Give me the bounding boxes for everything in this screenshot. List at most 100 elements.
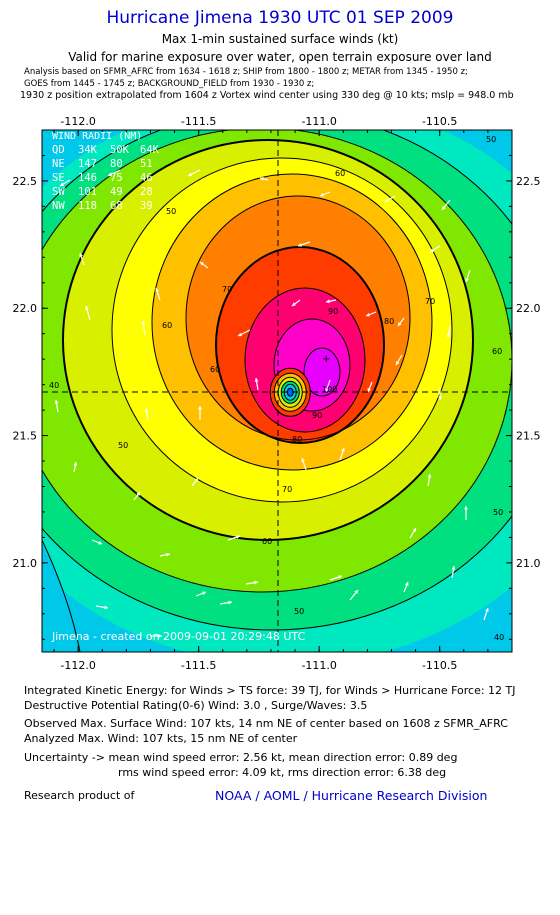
plot-frame xyxy=(41,129,513,653)
wind-radii-cell: 75 xyxy=(110,172,123,184)
wind-arrowhead xyxy=(254,378,259,382)
y-tick-label-left: 22.0 xyxy=(13,302,38,315)
contour-labels: 50 60 50 70 60 70 80 90 60 60 40 50 90 80 70 60 50 50 40 10… xyxy=(49,135,504,642)
wind-arrowhead xyxy=(320,192,324,197)
x-tick-label-bottom: -112.0 xyxy=(60,659,95,672)
wind-radii-header-cell: 34K xyxy=(78,144,98,156)
wind-radii-cell: 68 xyxy=(110,200,123,212)
wind-arrowhead xyxy=(398,322,402,326)
wind-radii-cell: 146 xyxy=(78,172,97,184)
contour-line xyxy=(273,318,351,412)
contour-label: 90 xyxy=(312,411,322,420)
contour-label: 80 xyxy=(384,317,394,326)
contour-line xyxy=(151,173,433,471)
wind-arrowhead xyxy=(260,176,264,181)
noaa-link[interactable]: NOAA / AOML / Hurricane Research Divisio… xyxy=(215,788,488,803)
wind-arrowhead xyxy=(158,634,162,638)
x-tick-label-top: -112.0 xyxy=(60,115,95,128)
wind-radii-header-cell: QD xyxy=(52,144,65,156)
analysis-sources-line1: Analysis based on SFMR_AFRC from 1634 - … xyxy=(24,67,468,77)
contour-label: 70 xyxy=(425,297,435,306)
wind-radii-cell: 51 xyxy=(140,158,153,170)
chart-title: Hurricane Jimena 1930 UTC 01 SEP 2009 xyxy=(106,8,454,28)
y-tick-label-left: 22.5 xyxy=(13,175,38,188)
wind-radii-cell: 49 xyxy=(110,186,123,198)
wind-arrowhead xyxy=(385,198,389,202)
wind-arrowhead xyxy=(442,206,446,210)
wind-arrowhead xyxy=(141,321,146,325)
wind-arrowhead xyxy=(194,478,198,482)
contour-label: 50 xyxy=(166,207,176,216)
wind-arrowhead xyxy=(464,506,468,510)
wind-arrowhead xyxy=(338,575,342,579)
creation-credit: Jimena - created on 2009-09-01 20:29:48 … xyxy=(51,630,306,643)
wind-radii-table: WIND RADII (NM) QD 34K 50K 64K NE 147 80 51 SE 146… xyxy=(52,131,160,212)
x-tick-label-bottom: -111.5 xyxy=(181,659,216,672)
contour-label: 70 xyxy=(282,485,292,494)
wind-radii-cell: 80 xyxy=(110,158,123,170)
wind-radii-cell: 39 xyxy=(140,200,153,212)
contour-line xyxy=(111,157,453,503)
wind-radii-cell: 46 xyxy=(140,172,153,184)
wind-radii-cell: SE xyxy=(52,172,65,184)
wind-arrowhead xyxy=(228,600,232,605)
wind-arrowhead xyxy=(236,535,240,539)
contour-label: 60 xyxy=(262,537,272,546)
contour-label: 40 xyxy=(49,381,59,390)
wind-arrowhead xyxy=(85,306,89,310)
x-tick-label-top: -111.5 xyxy=(181,115,216,128)
wind-arrowhead xyxy=(155,288,159,292)
wind-arrowhead xyxy=(366,312,370,317)
wind-arrowhead xyxy=(136,492,140,496)
wind-arrowhead xyxy=(396,361,400,365)
contour-label: 70 xyxy=(222,285,232,294)
wind-arrowhead xyxy=(202,591,206,596)
x-tick-label-top: -110.5 xyxy=(422,115,457,128)
wind-arrowhead xyxy=(438,396,442,400)
wind-arrowhead xyxy=(98,540,102,545)
y-tick-label-left: 21.0 xyxy=(13,557,38,570)
wind-contour-plot: + 50 60 50 70 60 70 80 90 60 60 40 50 90 80 70 60 50 50 40… xyxy=(13,115,541,672)
wind-arrowhead xyxy=(451,566,456,570)
wind-arrowhead xyxy=(254,580,258,585)
wind-radii-cell: NW xyxy=(52,200,65,212)
y-tick-label-right: 21.0 xyxy=(516,557,541,570)
wind-arrowhead xyxy=(166,552,170,557)
wind-band xyxy=(304,348,340,396)
contour-label: 60 xyxy=(335,169,345,178)
analyzed-max-wind-text: Analyzed Max. Wind: 107 kts, 15 nm NE of… xyxy=(24,732,298,745)
contour-label: 60 xyxy=(210,365,220,374)
chart-subtitle-variable: Max 1-min sustained surface winds (kt) xyxy=(161,32,399,46)
wind-arrowhead xyxy=(430,248,434,252)
contour-label: 80 xyxy=(292,435,302,444)
contour-line xyxy=(42,130,512,631)
wind-arrowhead xyxy=(325,388,329,392)
contour-label: 50 xyxy=(118,441,128,450)
contour-line xyxy=(62,139,474,541)
contour-label: 60 xyxy=(492,347,502,356)
contour-label: 60 xyxy=(162,321,172,330)
wind-arrowhead xyxy=(292,302,296,306)
wind-arrowhead xyxy=(200,262,204,266)
x-tick-label-top: -111.0 xyxy=(301,115,336,128)
wind-arrowhead xyxy=(341,448,345,452)
wind-arrowhead xyxy=(354,590,358,594)
uncertainty-rms-text: rms wind speed error: 4.09 kt, rms direc… xyxy=(118,766,447,779)
wind-arrowhead xyxy=(298,243,302,247)
y-tick-label-right: 22.5 xyxy=(516,175,541,188)
contour-label: 100 xyxy=(322,385,337,394)
contour-label: 50 xyxy=(486,135,496,144)
contour-label: 50 xyxy=(294,607,304,616)
contour-line xyxy=(215,246,385,444)
wind-radii-cell: 147 xyxy=(78,158,97,170)
wind-arrowhead xyxy=(412,528,416,532)
wind-radii-cell: 101 xyxy=(78,186,97,198)
wind-arrowhead xyxy=(60,182,64,186)
wind-arrowhead xyxy=(427,474,432,478)
y-tick-label-right: 22.0 xyxy=(516,302,541,315)
wind-radii-cell: 118 xyxy=(78,200,97,212)
wind-arrowhead xyxy=(73,462,78,466)
wind-arrowhead xyxy=(485,608,489,612)
wind-arrowhead xyxy=(465,278,469,282)
wind-arrowhead xyxy=(54,400,59,404)
